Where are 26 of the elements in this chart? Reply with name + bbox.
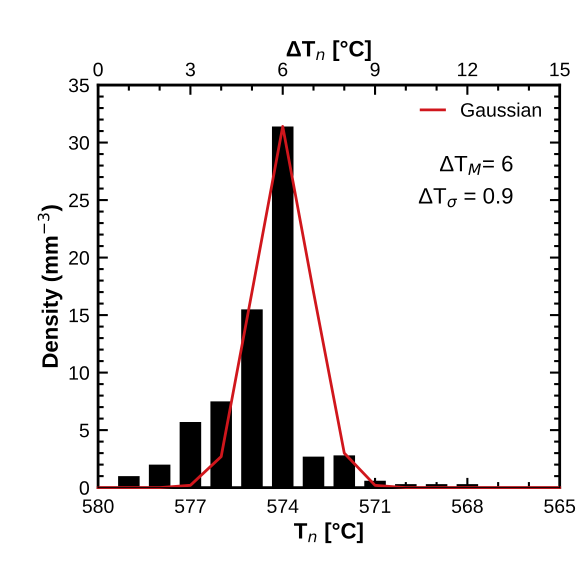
y-axis-title: Density (mm$^{−3}$): [38, 205, 62, 368]
y-tick-label: 35: [68, 78, 89, 92]
x2-tick-label: 9: [370, 62, 380, 76]
y-tick-label: 10: [70, 366, 89, 380]
annotation: ΔT$_{σ}$ = 0.9: [418, 188, 512, 208]
x-tick-label: 568: [452, 499, 483, 514]
y-tick-label: 30: [68, 136, 89, 150]
y-tick-label: 25: [69, 194, 89, 208]
x2-tick-label: 12: [458, 62, 478, 76]
y-tick-label: 15: [70, 308, 89, 322]
legend-label: Gaussian: [461, 102, 541, 117]
x-tick-label: 580: [82, 499, 114, 514]
x-axis-title: T$_{n}$ [°C]: [294, 522, 363, 544]
y-tick-label: 0: [80, 481, 89, 495]
annotation: ΔT$_{M}$= 6: [440, 156, 512, 175]
x2-tick-label: 6: [278, 62, 288, 76]
x2-tick-label: 3: [186, 62, 195, 76]
x2-axis-title: ΔT$_{n}$ [°C]: [286, 40, 371, 61]
y-tick-label: 20: [69, 251, 89, 265]
x2-tick-label: 0: [93, 62, 103, 76]
x-tick-label: 574: [267, 499, 298, 514]
y-tick-label: 5: [80, 424, 89, 438]
x-tick-label: 565: [544, 499, 576, 514]
x-tick-label: 571: [360, 499, 390, 514]
x2-tick-label: 15: [550, 62, 570, 76]
x-tick-label: 577: [174, 499, 206, 514]
